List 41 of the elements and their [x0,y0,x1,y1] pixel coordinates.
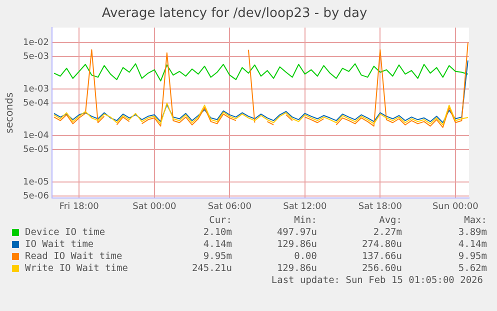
y-tick-label: 5e-05 [22,144,49,155]
x-tick-label: Sat 12:00 [283,202,327,212]
text: 3.89m [457,227,487,238]
text: 4.14m [457,239,487,250]
text: Cur: [208,215,232,226]
text: 4.14m [202,239,232,250]
y-tick-label: 5e-03 [22,52,49,62]
text: 129.86u [276,239,317,250]
text: 9.95m [202,251,232,262]
y-axis-title: seconds [4,92,16,134]
legend-label: Read IO Wait time [25,251,122,262]
text: 137.66u [360,251,402,262]
text: 245.21u [190,263,232,274]
text: Last update: Sun Feb 15 01:05:00 2026 [270,275,484,286]
chart-title: Average latency for /dev/loop23 - by day [102,6,368,22]
text: 274.80u [360,239,402,250]
text: 5.62m [457,263,487,274]
text: 2.27m [372,227,402,238]
y-tick-label: 1e-02 [22,38,49,48]
text: Max: [463,215,487,226]
x-tick-label: Fri 18:00 [59,202,100,212]
x-tick-label: Sat 06:00 [208,202,252,212]
y-tick-label: 1e-04 [22,130,50,141]
y-tick-label: 1e-05 [22,177,49,188]
x-tick-label: Sat 00:00 [132,202,176,212]
x-tick-label: Sun 00:00 [432,202,479,212]
text: 2.10m [202,227,232,238]
x-tick-label: Sat 18:00 [358,202,402,212]
text: 256.60u [360,263,402,274]
text: Avg: [378,215,402,226]
text: 9.95m [457,251,487,262]
text: 0.00 [293,251,317,262]
y-tick-label: 5e-04 [22,98,50,108]
legend-label: IO Wait time [25,239,94,250]
y-tick-label: 5e-06 [22,191,50,202]
legend-label: Write IO Wait time [25,263,128,274]
text: Min: [293,215,317,226]
text: 129.86u [276,263,317,274]
text: 497.97u [276,227,317,238]
y-tick-label: 1e-03 [22,84,49,94]
legend-label: Device IO time [25,227,106,238]
